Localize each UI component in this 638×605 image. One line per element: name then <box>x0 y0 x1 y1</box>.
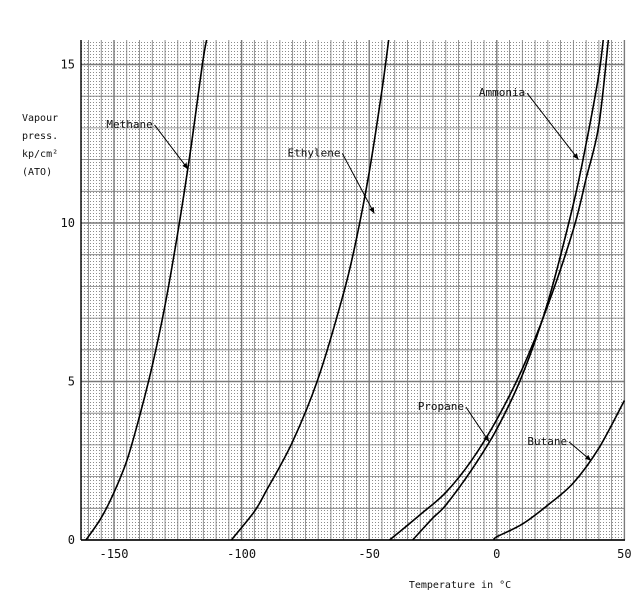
series-label-butane: Butane <box>527 435 567 448</box>
arrowhead-methane <box>182 162 188 170</box>
axes <box>80 40 625 541</box>
series-line-butane <box>493 400 625 540</box>
series-group <box>85 40 625 540</box>
leader-line-ammonia <box>526 92 579 160</box>
y-tick-label: 0 <box>68 533 75 547</box>
series-line-methane <box>85 40 208 540</box>
leader-line-methane <box>154 124 189 170</box>
arrowhead-ethylene <box>369 207 375 214</box>
y-axis-title-line: Vapour <box>22 113 58 124</box>
series-label-propane: Propane <box>418 400 464 413</box>
x-tick-label: -100 <box>227 547 256 561</box>
arrowhead-butane <box>585 454 592 461</box>
leader-line-ethylene <box>341 153 375 214</box>
x-axis-title: Temperature in °C <box>409 580 511 591</box>
series-line-ammonia <box>412 40 605 540</box>
series-line-propane <box>389 40 610 540</box>
x-tick-label: 0 <box>493 547 500 561</box>
y-axis-title-line: kp/cm² <box>22 149 58 160</box>
arrowhead-ammonia <box>572 153 579 160</box>
series-label-ammonia: Ammonia <box>479 86 525 99</box>
y-tick-label: 5 <box>68 375 75 389</box>
x-tick-label: -150 <box>100 547 129 561</box>
y-tick-label: 15 <box>61 58 75 72</box>
leader-line-propane <box>465 406 490 443</box>
plot-area <box>81 40 625 540</box>
series-label-ethylene: Ethylene <box>288 146 341 159</box>
annotations: Methane Ethylene Ammonia Propane Butane <box>106 86 592 462</box>
x-tick-label: -50 <box>358 547 380 561</box>
series-line-ethylene <box>230 40 390 540</box>
arrowhead-propane <box>483 435 490 442</box>
y-axis-title-line: (ATO) <box>22 167 52 178</box>
x-tick-label: 50 <box>617 547 631 561</box>
axis-titles: Temperature in °C Vapour press. kp/cm² (ATO) <box>22 113 511 591</box>
tick-labels: -150 -100 -50 0 50 0 5 10 15 <box>61 58 632 562</box>
y-axis-title-line: press. <box>22 131 58 142</box>
y-tick-label: 10 <box>61 216 75 230</box>
series-label-methane: Methane <box>106 118 152 131</box>
